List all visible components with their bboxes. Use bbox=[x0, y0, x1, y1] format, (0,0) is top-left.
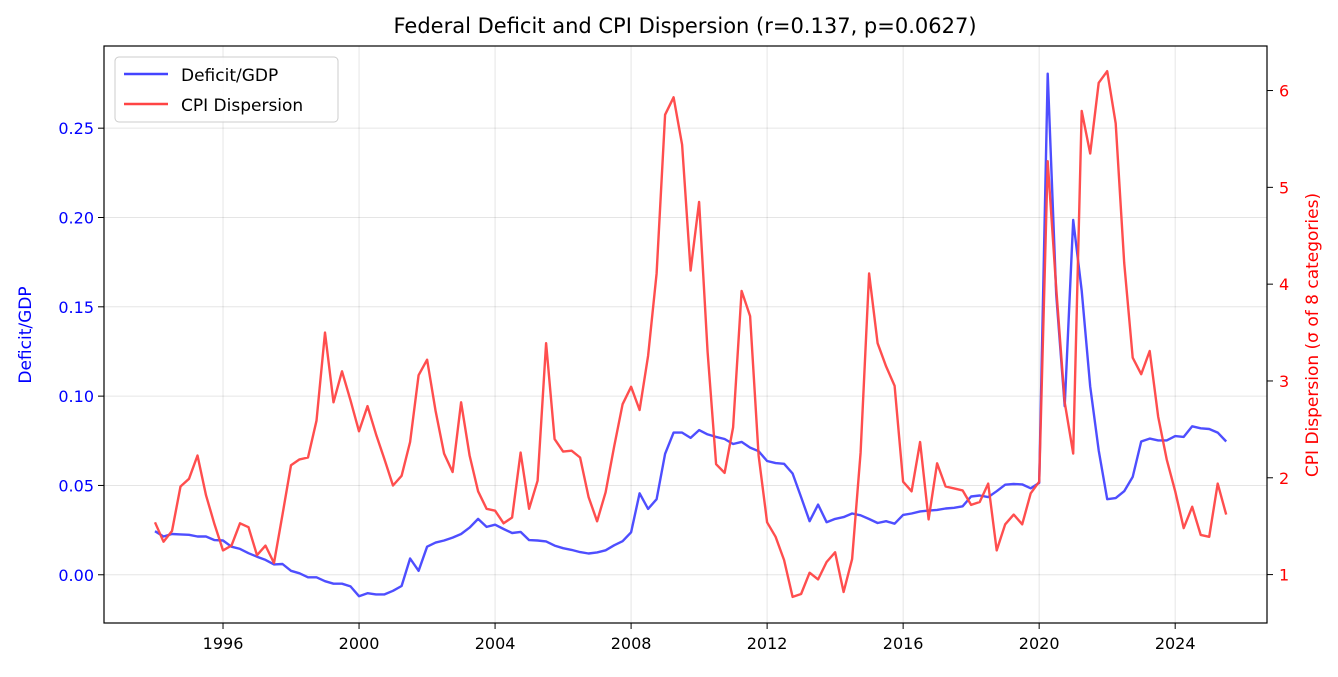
y-tick-label-left: 0.20 bbox=[58, 208, 94, 227]
x-tick-label: 1996 bbox=[203, 634, 244, 653]
y-axis-left-label: Deficit/GDP bbox=[16, 286, 36, 383]
y-tick-label-right: 4 bbox=[1279, 275, 1289, 294]
y-axis-left: 0.00 0.05 0.10 0.15 0.20 0.25 bbox=[58, 119, 104, 585]
y-tick-label-right: 6 bbox=[1279, 82, 1289, 101]
y-axis-right-label: CPI Dispersion (σ of 8 categories) bbox=[1303, 193, 1323, 477]
x-tick-label: 2024 bbox=[1155, 634, 1196, 653]
x-tick-label: 2016 bbox=[883, 634, 924, 653]
legend-label-cpi: CPI Dispersion bbox=[181, 96, 303, 116]
x-tick-label: 2000 bbox=[339, 634, 380, 653]
y-tick-label-left: 0.05 bbox=[58, 476, 94, 495]
x-tick-label: 2004 bbox=[475, 634, 516, 653]
x-axis: 1996 2000 2004 2008 2012 2016 2020 2024 bbox=[203, 623, 1196, 653]
y-tick-label-right: 1 bbox=[1279, 566, 1289, 585]
y-tick-label-left: 0.10 bbox=[58, 387, 94, 406]
grid bbox=[104, 46, 1267, 623]
deficit-gdp-line bbox=[154, 72, 1228, 598]
y-tick-label-left: 0.00 bbox=[58, 566, 94, 585]
cpi-dispersion-line bbox=[153, 70, 1228, 599]
legend: Deficit/GDP CPI Dispersion bbox=[114, 56, 339, 123]
y-tick-label-right: 5 bbox=[1279, 178, 1289, 197]
chart-title: Federal Deficit and CPI Dispersion (r=0.… bbox=[393, 14, 976, 38]
y-tick-label-left: 0.25 bbox=[58, 119, 94, 138]
series-lines bbox=[153, 70, 1228, 599]
y-axis-right: 1 2 3 4 5 6 bbox=[1267, 82, 1289, 585]
plot-frame bbox=[103, 45, 1268, 624]
y-tick-label-right: 2 bbox=[1279, 469, 1289, 488]
legend-label-deficit: Deficit/GDP bbox=[181, 66, 278, 86]
x-tick-label: 2008 bbox=[611, 634, 652, 653]
x-tick-label: 2020 bbox=[1019, 634, 1060, 653]
y-tick-label-left: 0.15 bbox=[58, 298, 94, 317]
x-tick-label: 2012 bbox=[747, 634, 788, 653]
legend-box bbox=[114, 56, 339, 123]
y-tick-label-right: 3 bbox=[1279, 372, 1289, 391]
